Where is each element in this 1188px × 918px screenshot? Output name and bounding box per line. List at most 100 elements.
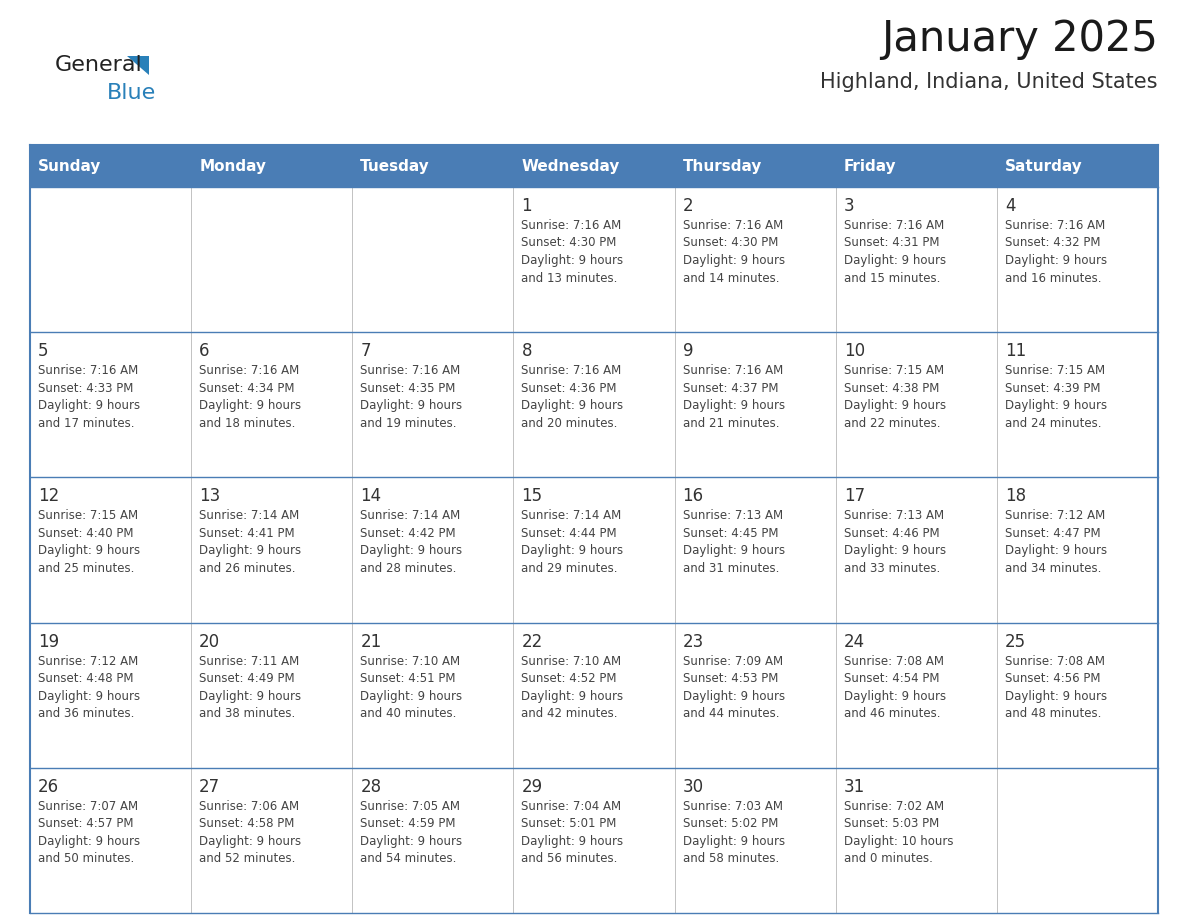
Text: 22: 22: [522, 633, 543, 651]
Text: 23: 23: [683, 633, 703, 651]
Text: 14: 14: [360, 487, 381, 506]
Text: 26: 26: [38, 778, 59, 796]
Bar: [513, 332, 675, 477]
Text: and 38 minutes.: and 38 minutes.: [200, 707, 296, 720]
Text: Daylight: 9 hours: Daylight: 9 hours: [1005, 544, 1107, 557]
Text: Daylight: 9 hours: Daylight: 9 hours: [683, 544, 785, 557]
Text: 17: 17: [843, 487, 865, 506]
Text: 25: 25: [1005, 633, 1026, 651]
Text: Thursday: Thursday: [683, 159, 762, 174]
Text: Daylight: 9 hours: Daylight: 9 hours: [200, 834, 302, 848]
Text: 13: 13: [200, 487, 221, 506]
Text: Sunset: 4:49 PM: Sunset: 4:49 PM: [200, 672, 295, 685]
Text: Sunrise: 7:15 AM: Sunrise: 7:15 AM: [1005, 364, 1105, 377]
Bar: [835, 332, 997, 477]
Text: Sunrise: 7:16 AM: Sunrise: 7:16 AM: [522, 364, 621, 377]
Text: Blue: Blue: [107, 83, 157, 103]
Bar: [30, 477, 1158, 622]
Text: Daylight: 9 hours: Daylight: 9 hours: [683, 254, 785, 267]
Text: General: General: [55, 55, 143, 75]
Text: Sunset: 5:01 PM: Sunset: 5:01 PM: [522, 817, 617, 830]
Bar: [675, 767, 835, 913]
Text: and 48 minutes.: and 48 minutes.: [1005, 707, 1101, 720]
Bar: [30, 145, 191, 187]
Text: Daylight: 9 hours: Daylight: 9 hours: [683, 399, 785, 412]
Bar: [30, 187, 191, 332]
Text: Sunrise: 7:10 AM: Sunrise: 7:10 AM: [360, 655, 461, 667]
Text: Sunrise: 7:12 AM: Sunrise: 7:12 AM: [1005, 509, 1105, 522]
Text: 28: 28: [360, 778, 381, 796]
Text: and 16 minutes.: and 16 minutes.: [1005, 272, 1101, 285]
Text: 9: 9: [683, 342, 693, 360]
Text: 21: 21: [360, 633, 381, 651]
Bar: [30, 622, 1158, 767]
Text: 1: 1: [522, 197, 532, 215]
Text: Sunrise: 7:16 AM: Sunrise: 7:16 AM: [200, 364, 299, 377]
Bar: [997, 145, 1158, 187]
Bar: [353, 622, 513, 767]
Text: Sunset: 4:41 PM: Sunset: 4:41 PM: [200, 527, 295, 540]
Text: 11: 11: [1005, 342, 1026, 360]
Text: 5: 5: [38, 342, 49, 360]
Text: Daylight: 9 hours: Daylight: 9 hours: [1005, 399, 1107, 412]
Text: Daylight: 9 hours: Daylight: 9 hours: [522, 834, 624, 848]
Text: Saturday: Saturday: [1005, 159, 1082, 174]
Text: Sunrise: 7:15 AM: Sunrise: 7:15 AM: [843, 364, 943, 377]
Text: Daylight: 9 hours: Daylight: 9 hours: [38, 399, 140, 412]
Text: 3: 3: [843, 197, 854, 215]
Text: Sunset: 4:57 PM: Sunset: 4:57 PM: [38, 817, 133, 830]
Text: and 13 minutes.: and 13 minutes.: [522, 272, 618, 285]
Bar: [513, 767, 675, 913]
Bar: [997, 187, 1158, 332]
Text: Sunrise: 7:16 AM: Sunrise: 7:16 AM: [38, 364, 138, 377]
Text: Sunrise: 7:07 AM: Sunrise: 7:07 AM: [38, 800, 138, 812]
Bar: [835, 145, 997, 187]
Text: Sunrise: 7:14 AM: Sunrise: 7:14 AM: [360, 509, 461, 522]
Text: and 25 minutes.: and 25 minutes.: [38, 562, 134, 575]
Text: 20: 20: [200, 633, 220, 651]
Text: Daylight: 9 hours: Daylight: 9 hours: [200, 689, 302, 702]
Text: 31: 31: [843, 778, 865, 796]
Text: Sunset: 4:59 PM: Sunset: 4:59 PM: [360, 817, 456, 830]
Text: Daylight: 9 hours: Daylight: 9 hours: [843, 544, 946, 557]
Text: Sunrise: 7:14 AM: Sunrise: 7:14 AM: [522, 509, 621, 522]
Text: Daylight: 10 hours: Daylight: 10 hours: [843, 834, 953, 848]
Text: Sunrise: 7:06 AM: Sunrise: 7:06 AM: [200, 800, 299, 812]
Text: Daylight: 9 hours: Daylight: 9 hours: [522, 254, 624, 267]
Text: and 50 minutes.: and 50 minutes.: [38, 852, 134, 866]
Text: Sunrise: 7:10 AM: Sunrise: 7:10 AM: [522, 655, 621, 667]
Polygon shape: [127, 56, 148, 74]
Text: Daylight: 9 hours: Daylight: 9 hours: [683, 689, 785, 702]
Text: Sunrise: 7:16 AM: Sunrise: 7:16 AM: [360, 364, 461, 377]
Bar: [30, 767, 1158, 913]
Bar: [675, 187, 835, 332]
Bar: [191, 332, 353, 477]
Text: Sunset: 4:35 PM: Sunset: 4:35 PM: [360, 382, 456, 395]
Text: and 21 minutes.: and 21 minutes.: [683, 417, 779, 430]
Text: Daylight: 9 hours: Daylight: 9 hours: [843, 689, 946, 702]
Text: and 19 minutes.: and 19 minutes.: [360, 417, 456, 430]
Text: and 0 minutes.: and 0 minutes.: [843, 852, 933, 866]
Text: Daylight: 9 hours: Daylight: 9 hours: [683, 834, 785, 848]
Text: Sunset: 4:45 PM: Sunset: 4:45 PM: [683, 527, 778, 540]
Bar: [675, 332, 835, 477]
Bar: [997, 767, 1158, 913]
Text: Sunset: 4:31 PM: Sunset: 4:31 PM: [843, 237, 940, 250]
Bar: [675, 477, 835, 622]
Text: Sunset: 4:32 PM: Sunset: 4:32 PM: [1005, 237, 1100, 250]
Bar: [835, 477, 997, 622]
Text: Daylight: 9 hours: Daylight: 9 hours: [843, 399, 946, 412]
Text: Sunset: 4:44 PM: Sunset: 4:44 PM: [522, 527, 617, 540]
Text: Sunset: 4:54 PM: Sunset: 4:54 PM: [843, 672, 940, 685]
Text: Monday: Monday: [200, 159, 266, 174]
Text: Sunrise: 7:13 AM: Sunrise: 7:13 AM: [843, 509, 943, 522]
Text: and 44 minutes.: and 44 minutes.: [683, 707, 779, 720]
Text: Sunset: 4:39 PM: Sunset: 4:39 PM: [1005, 382, 1100, 395]
Bar: [191, 622, 353, 767]
Text: 19: 19: [38, 633, 59, 651]
Text: Sunset: 4:56 PM: Sunset: 4:56 PM: [1005, 672, 1100, 685]
Text: Daylight: 9 hours: Daylight: 9 hours: [360, 544, 462, 557]
Text: and 14 minutes.: and 14 minutes.: [683, 272, 779, 285]
Text: 18: 18: [1005, 487, 1026, 506]
Text: Sunset: 4:34 PM: Sunset: 4:34 PM: [200, 382, 295, 395]
